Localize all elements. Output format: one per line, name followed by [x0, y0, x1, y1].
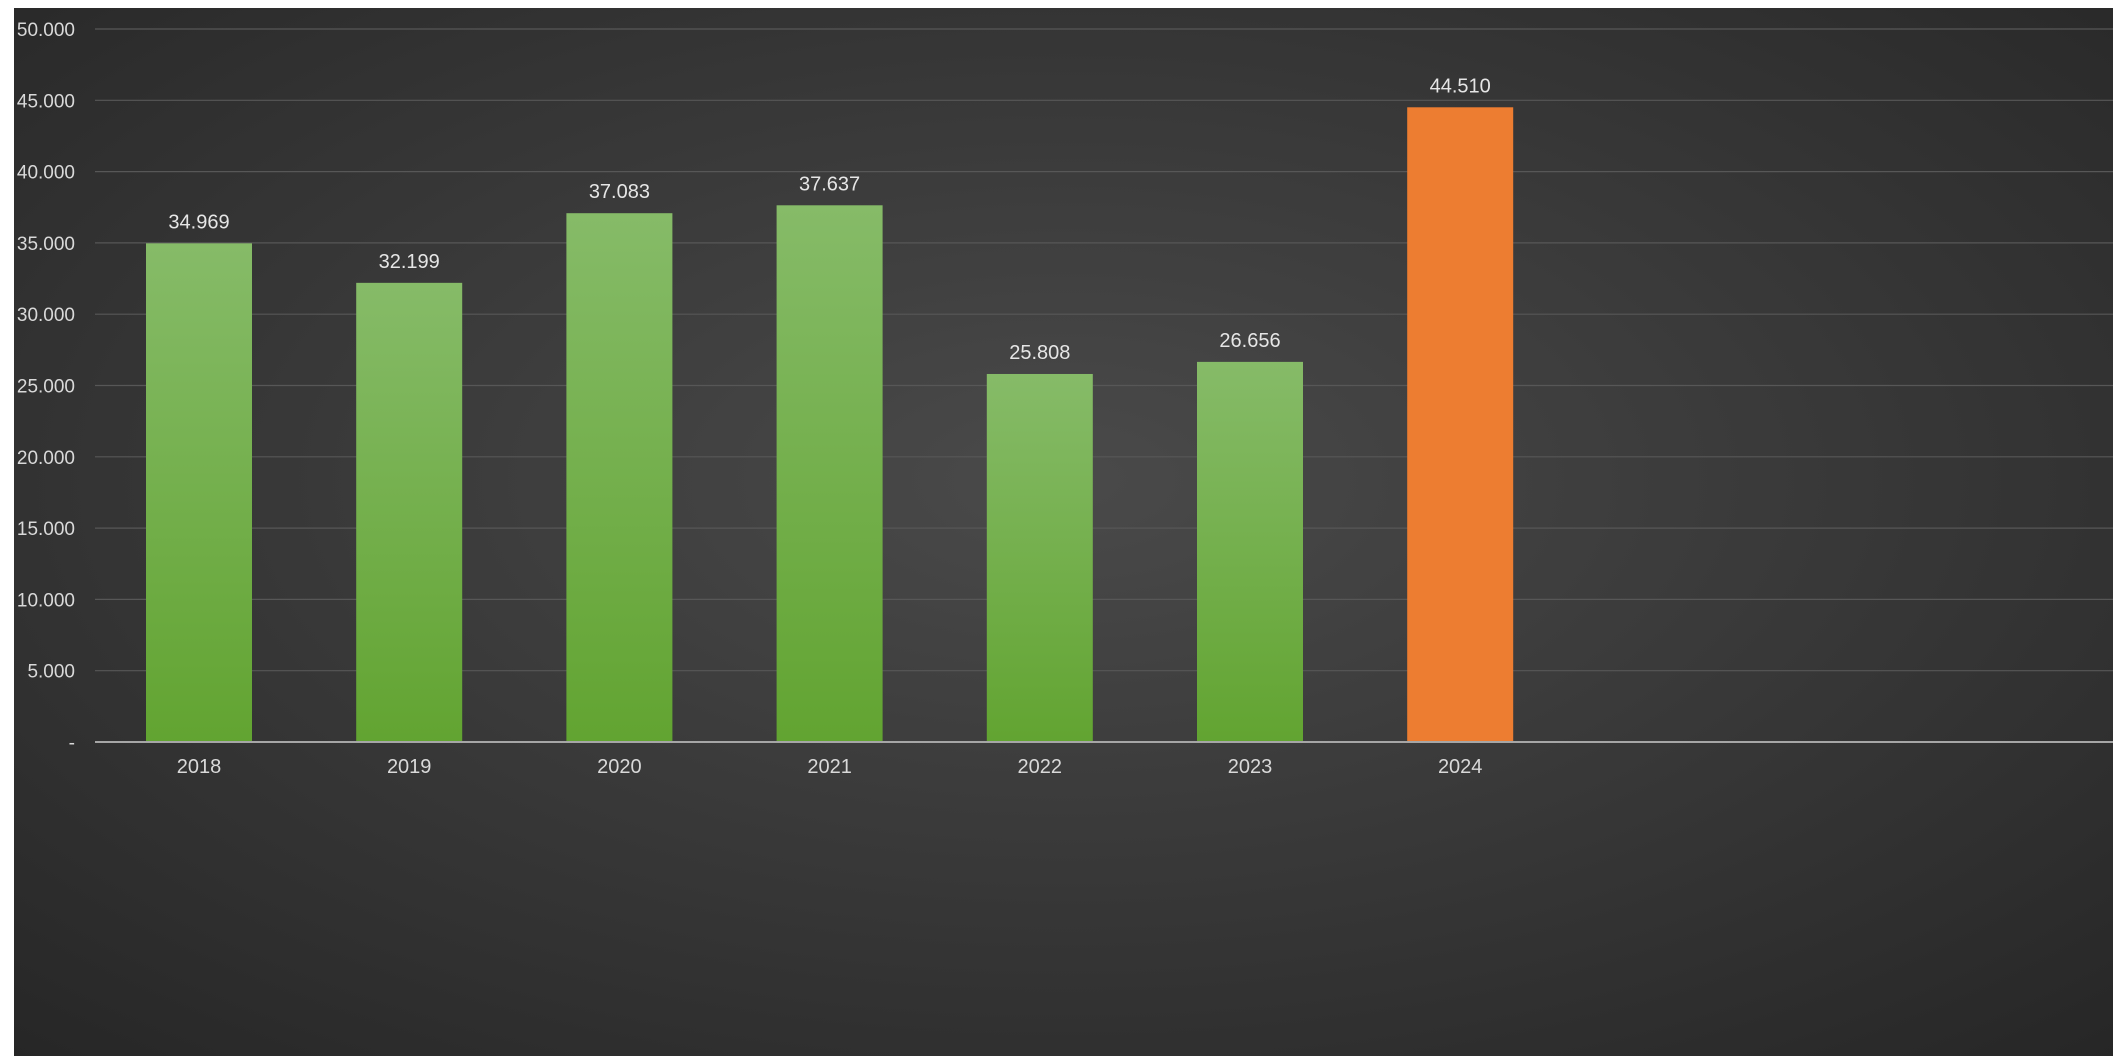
data-label-2018: 34.969	[168, 211, 229, 233]
bar-2019	[356, 282, 463, 742]
data-label-2023: 26.656	[1219, 330, 1280, 352]
bar-2021	[776, 205, 883, 742]
y-tick-label: 20.000	[17, 448, 75, 469]
y-tick-label: 15.000	[17, 519, 75, 540]
data-label-2022: 25.808	[1009, 342, 1070, 364]
x-tick-label-2021: 2021	[807, 756, 852, 778]
y-axis-tick-labels: - 5.000 10.000 15.000 20.000 25.000 30.000 35.0…	[17, 20, 75, 754]
x-tick-label-2018: 2018	[177, 756, 222, 778]
bar-2020	[566, 213, 673, 743]
bar-2018	[146, 243, 252, 743]
data-labels: 34.969 32.199 37.083 37.637 25.808 26.656 44.5…	[168, 75, 1490, 364]
y-tick-label: 10.000	[17, 590, 75, 611]
y-tick-label: 30.000	[17, 305, 75, 326]
x-tick-label-2023: 2023	[1228, 756, 1273, 778]
bars	[146, 107, 1514, 743]
data-label-2024: 44.510	[1430, 75, 1491, 97]
y-tick-label: 25.000	[17, 377, 75, 398]
y-tick-label: 45.000	[17, 91, 75, 112]
x-tick-label-2022: 2022	[1018, 756, 1063, 778]
y-tick-label: 50.000	[17, 20, 75, 41]
y-tick-label: 5.000	[27, 662, 75, 683]
y-tick-label: -	[69, 733, 75, 754]
x-tick-label-2019: 2019	[387, 756, 432, 778]
data-label-2019: 32.199	[379, 251, 440, 273]
bar-2023	[1197, 361, 1303, 742]
x-axis-category-labels: 2018 2019 2020 2021 2022 2023 2024	[177, 756, 1483, 778]
y-tick-label: 40.000	[17, 163, 75, 184]
x-tick-label-2024: 2024	[1438, 756, 1483, 778]
y-tick-label: 35.000	[17, 234, 75, 255]
x-tick-label-2020: 2020	[597, 756, 642, 778]
data-label-2020: 37.083	[589, 181, 650, 203]
data-label-2021: 37.637	[799, 173, 860, 195]
bar-2024	[1407, 107, 1514, 742]
bar-2022	[986, 373, 1093, 742]
